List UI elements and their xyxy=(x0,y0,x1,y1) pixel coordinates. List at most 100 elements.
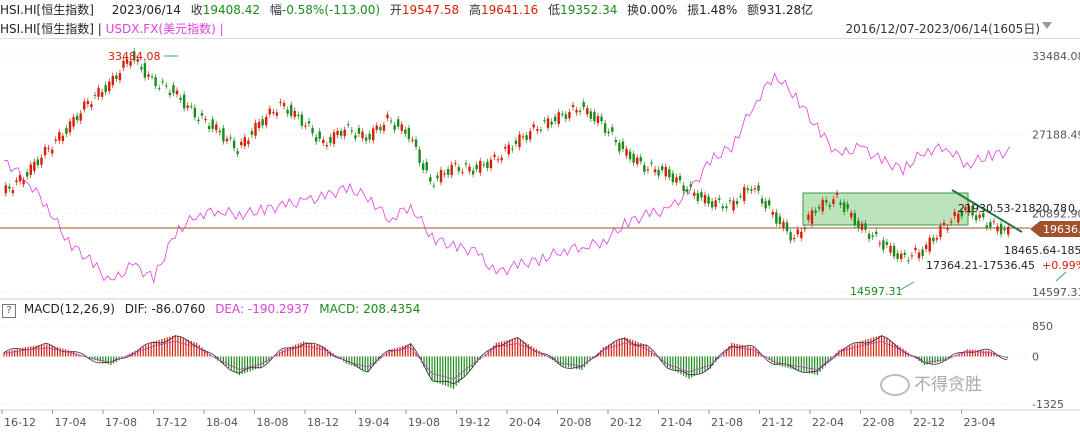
candle-body xyxy=(329,136,332,143)
macd-dif-line xyxy=(3,335,1008,385)
candle-body xyxy=(857,220,860,229)
pct-pointer xyxy=(1055,271,1067,282)
candle-body xyxy=(432,185,436,187)
candle-body xyxy=(817,206,821,209)
candle-body xyxy=(632,153,635,163)
macd-dea: DEA: -190.2937 xyxy=(215,302,310,316)
candle-body xyxy=(396,119,400,127)
candle-body xyxy=(636,157,639,164)
candle-body xyxy=(735,201,739,205)
candle-body xyxy=(543,120,546,122)
candle-body xyxy=(482,164,486,166)
date-tick-label: 21-12 xyxy=(762,416,794,429)
candle-body xyxy=(917,252,921,259)
candle-body xyxy=(204,118,207,120)
candle-body xyxy=(878,243,881,245)
candle-body xyxy=(914,247,917,251)
price-tick-label: 20892.90 xyxy=(1032,207,1080,220)
candle-body xyxy=(314,136,318,142)
candle-body xyxy=(11,190,15,194)
macd-name[interactable]: MACD(12,26,9) xyxy=(23,302,115,316)
candle-body xyxy=(493,154,496,157)
candle-body xyxy=(404,129,407,134)
chevron-down-icon[interactable] xyxy=(1042,22,1052,29)
candle-body xyxy=(589,111,593,119)
candle-body xyxy=(100,92,104,97)
candle-body xyxy=(600,116,603,122)
candle-body xyxy=(614,139,618,143)
macd-tick-label: -1325 xyxy=(1032,398,1064,411)
candle-body xyxy=(454,163,457,165)
candle-body xyxy=(611,127,614,132)
candle-body xyxy=(304,125,307,127)
candle-body xyxy=(61,135,65,142)
candle-body xyxy=(446,169,450,175)
candle-body xyxy=(357,128,361,134)
candle-body xyxy=(379,126,382,131)
candle-body xyxy=(450,164,453,175)
candle-body xyxy=(461,171,464,173)
candles xyxy=(4,48,1010,264)
date-tick-label: 23-04 xyxy=(964,416,996,429)
close-label: 收 xyxy=(190,3,203,17)
candle-body xyxy=(678,175,682,181)
candle-body xyxy=(486,161,489,169)
candle-body xyxy=(4,185,7,194)
candle-body xyxy=(50,149,54,154)
candle-body xyxy=(504,146,507,149)
main-series-label[interactable]: HSI.HI[恒生指数] xyxy=(0,22,94,36)
candle-body xyxy=(150,76,154,78)
candle-body xyxy=(810,210,814,224)
candle-body xyxy=(90,104,93,108)
candle-body xyxy=(175,90,179,95)
quote-date: 2023/06/14 xyxy=(111,3,181,17)
candle-body xyxy=(953,211,956,217)
close-value: 19408.42 xyxy=(202,3,261,17)
candle-body xyxy=(536,129,539,131)
candle-body xyxy=(971,205,974,216)
candle-body xyxy=(867,233,871,240)
candle-body xyxy=(322,139,325,144)
macd-panel xyxy=(0,325,1030,405)
series-legend: HSI.HI[恒生指数] | USDX.FX(美元指数) | xyxy=(0,20,1080,38)
candle-body xyxy=(896,253,899,259)
candle-body xyxy=(753,188,757,190)
candle-body xyxy=(743,187,746,201)
low-annotation-pointer xyxy=(899,281,915,291)
candle-body xyxy=(700,192,703,198)
candle-body xyxy=(479,160,482,173)
consolidation-box xyxy=(802,192,969,226)
candle-body xyxy=(368,133,371,140)
help-icon[interactable]: ? xyxy=(2,304,16,318)
candle-body xyxy=(967,205,971,213)
candle-body xyxy=(932,237,935,242)
candle-body xyxy=(193,107,197,118)
candle-body xyxy=(118,73,122,81)
candle-body xyxy=(924,244,928,249)
candle-body xyxy=(557,112,560,124)
candle-body xyxy=(660,166,664,171)
current-price-tag: 19636.8 xyxy=(1043,223,1080,236)
candle-body xyxy=(996,226,999,232)
candle-body xyxy=(939,225,942,237)
watermark: 不得贪胜 xyxy=(880,370,982,396)
overlay-series-label[interactable]: USDX.FX(美元指数) xyxy=(105,22,216,36)
candle-body xyxy=(775,212,778,224)
candle-body xyxy=(225,138,229,142)
price-tick-label: 14597.31 xyxy=(1032,286,1080,299)
turnover-label: 换 xyxy=(627,3,640,17)
candle-body xyxy=(386,114,389,119)
candle-body xyxy=(693,192,696,196)
low-label: 低 xyxy=(548,3,561,17)
candle-body xyxy=(575,110,578,113)
candle-body xyxy=(425,162,428,171)
candle-body xyxy=(215,124,218,131)
candle-body xyxy=(882,240,885,250)
candle-body xyxy=(293,110,296,117)
candle-body xyxy=(532,124,535,128)
candle-body xyxy=(471,170,475,175)
candle-body xyxy=(892,245,896,257)
macd-value: MACD: 208.4354 xyxy=(319,302,421,316)
range3-label: 17364.21-17536.45 xyxy=(926,259,1035,272)
